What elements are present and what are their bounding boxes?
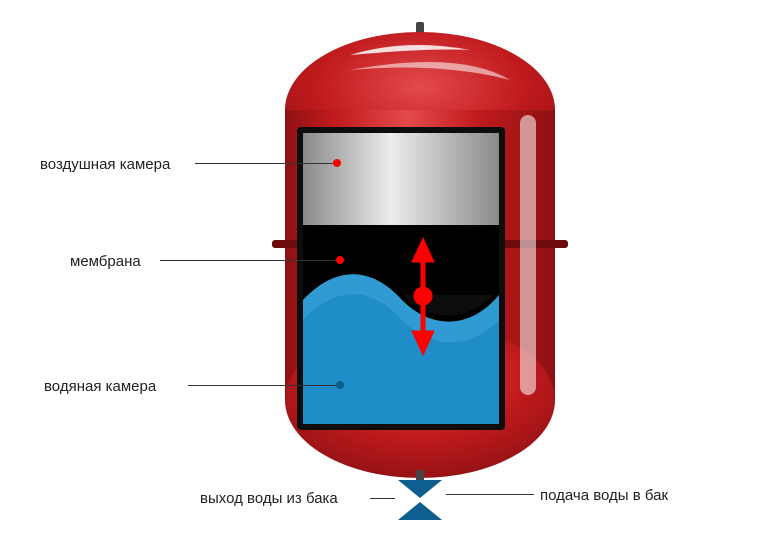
label-membrane: мембрана <box>70 253 141 270</box>
diagram-canvas: воздушная камера мембрана водяная камера… <box>0 0 768 541</box>
tank-svg <box>0 0 768 541</box>
label-air-chamber: воздушная камера <box>40 156 170 173</box>
lead-air-chamber <box>195 163 337 164</box>
lead-water-in <box>446 494 534 495</box>
lead-water-chamber <box>188 385 340 386</box>
dot-membrane <box>336 256 344 264</box>
label-water-in: подача воды в бак <box>540 487 668 504</box>
label-water-out: выход воды из бака <box>200 490 338 507</box>
lead-membrane <box>160 260 340 261</box>
label-water-chamber: водяная камера <box>44 378 156 395</box>
dot-air-chamber <box>333 159 341 167</box>
lead-water-out <box>370 498 395 499</box>
dot-water-chamber <box>336 381 344 389</box>
